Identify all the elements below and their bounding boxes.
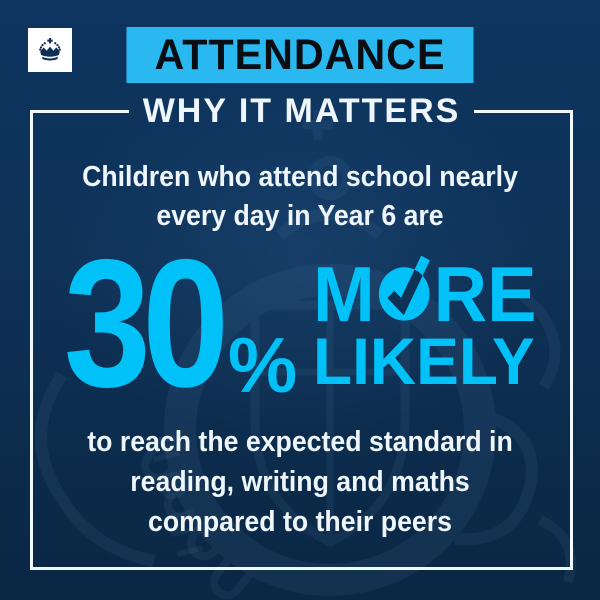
more-suffix-letters: RE bbox=[433, 249, 537, 338]
more-prefix-letter: M bbox=[313, 249, 375, 338]
intro-line-1: Children who attend school nearly bbox=[82, 161, 518, 193]
stat-word-more: M RE bbox=[313, 249, 537, 338]
stat-words: M RE LIKELY bbox=[313, 249, 548, 398]
crown-icon bbox=[39, 38, 61, 61]
outro-text: to reach the expected standard in readin… bbox=[61, 422, 539, 542]
crown-logo bbox=[28, 28, 72, 72]
frame-top-line-left bbox=[30, 109, 129, 113]
outro-line-2: reading, writing and maths bbox=[130, 466, 470, 498]
stat-percent-sign: % bbox=[227, 321, 298, 410]
outro-line-3: compared to their peers bbox=[148, 506, 452, 538]
stat-block: 30 % M RE LIKELY bbox=[0, 221, 600, 426]
check-circle-icon bbox=[379, 255, 431, 321]
page-title: ATTENDANCE bbox=[154, 30, 446, 79]
stat-word-likely: LIKELY bbox=[313, 323, 536, 398]
frame-top-line-right bbox=[474, 109, 573, 113]
attendance-banner: ATTENDANCE bbox=[126, 27, 474, 83]
outro-line-1: to reach the expected standard in bbox=[87, 426, 513, 458]
stat-value: 30 bbox=[64, 221, 230, 426]
intro-text: Children who attend school nearly every … bbox=[61, 158, 539, 236]
subtitle-row: WHY IT MATTERS bbox=[30, 92, 573, 130]
intro-line-2: every day in Year 6 are bbox=[156, 200, 444, 232]
page-subtitle: WHY IT MATTERS bbox=[142, 91, 461, 130]
